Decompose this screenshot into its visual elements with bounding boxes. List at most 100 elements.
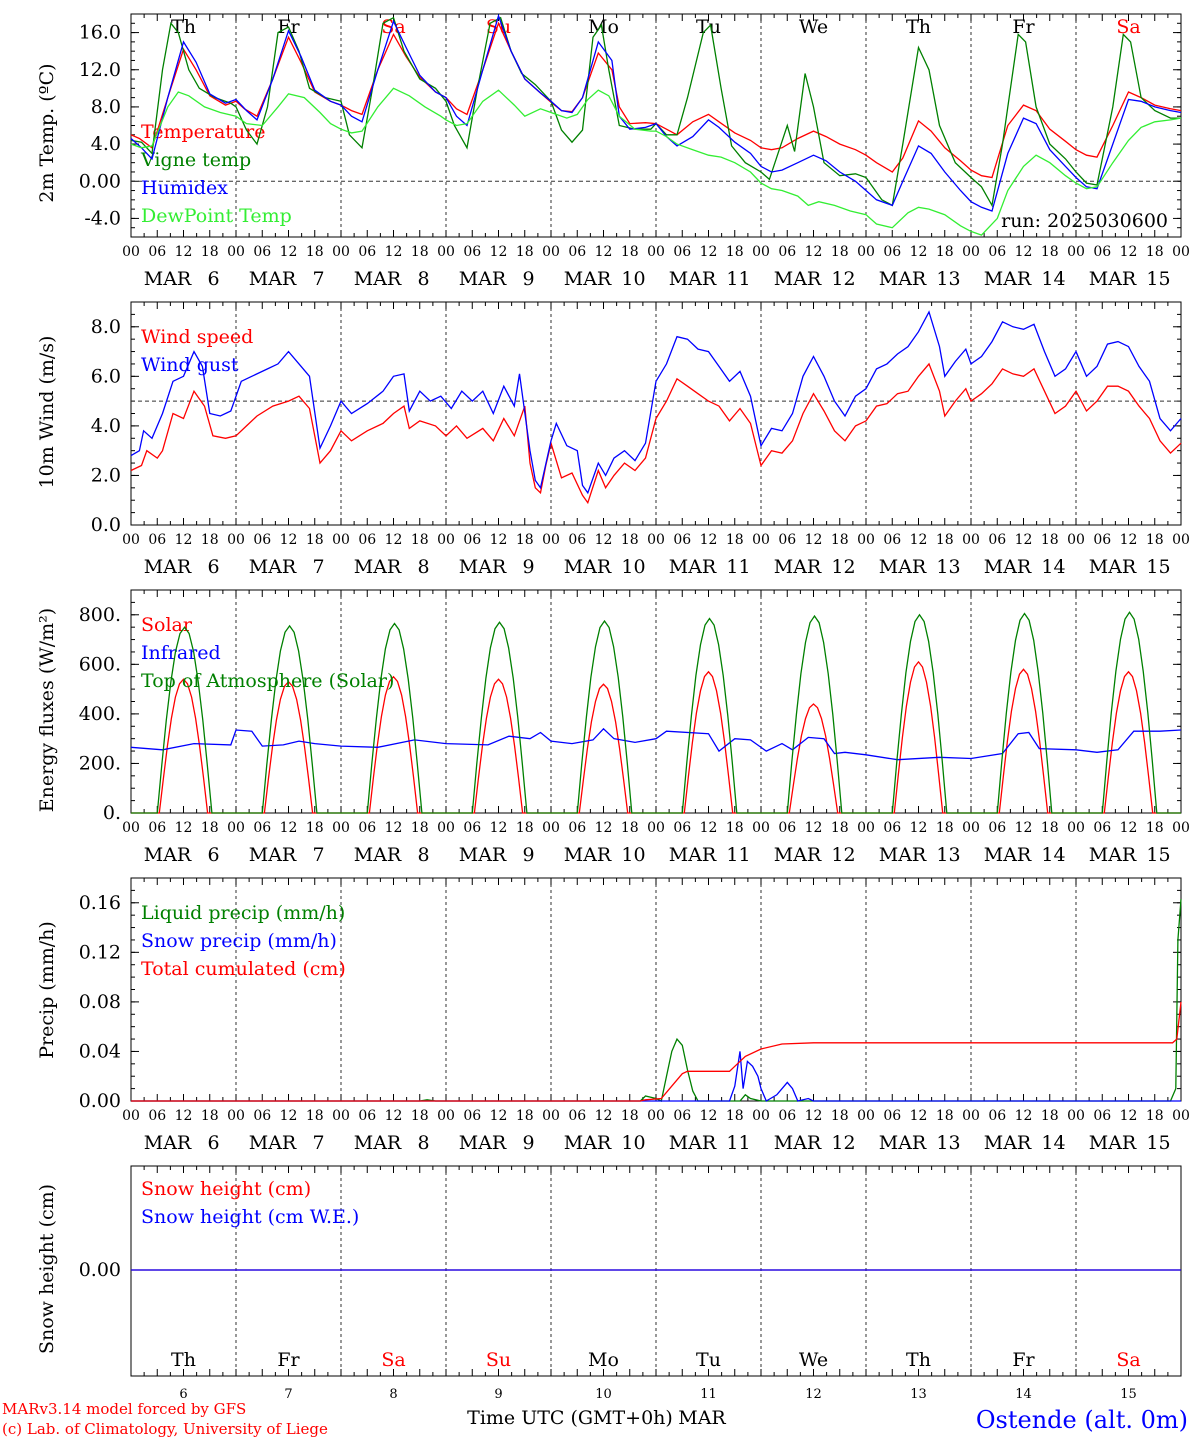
hour-label: 12	[1015, 244, 1033, 260]
hour-label: 12	[1120, 532, 1138, 548]
hour-label: 00	[1067, 1108, 1085, 1124]
hour-label: 00	[227, 820, 245, 836]
weekday-label: Fr	[1012, 1349, 1035, 1371]
y-tick-label: 0.	[103, 802, 121, 824]
hour-label: 12	[910, 1108, 928, 1124]
legend-entry: Snow height (cm)	[141, 1178, 311, 1200]
date-month-label: MAR	[879, 1132, 927, 1154]
hour-label: 12	[1120, 244, 1138, 260]
hour-label: 18	[201, 244, 219, 260]
hour-label: 06	[568, 244, 586, 260]
date-month-label: MAR	[144, 1132, 192, 1154]
weekday-label: Sa	[381, 1349, 405, 1371]
hour-label: 06	[778, 244, 796, 260]
hour-label: 18	[411, 820, 429, 836]
hour-label: 18	[1041, 532, 1059, 548]
hour-label: 18	[726, 1108, 744, 1124]
hour-label: 12	[280, 1108, 298, 1124]
date-day-label: 12	[831, 844, 855, 866]
date-month-label: MAR	[354, 844, 402, 866]
date-day-label: 15	[1146, 268, 1170, 290]
date-month-label: MAR	[564, 844, 612, 866]
hour-label: 06	[883, 244, 901, 260]
hour-label: 00	[647, 1108, 665, 1124]
hour-label: 06	[358, 244, 376, 260]
y-tick-label: 0.08	[79, 991, 121, 1013]
weekday-label: We	[799, 1349, 828, 1371]
hour-label: 00	[332, 1108, 350, 1124]
y-tick-label: 0.00	[79, 1259, 121, 1281]
y-tick-label: 0.12	[79, 941, 121, 963]
date-day-label: 14	[1041, 844, 1065, 866]
date-month-label: MAR	[564, 556, 612, 578]
hour-label: 00	[752, 1108, 770, 1124]
legend-entry: Liquid precip (mm/h)	[141, 902, 345, 924]
hour-label: 12	[1015, 820, 1033, 836]
hour-label: 18	[201, 820, 219, 836]
hour-label: 12	[490, 532, 508, 548]
date-day-label: 7	[312, 1132, 324, 1154]
date-day-label: 10	[621, 1132, 645, 1154]
date-month-label: MAR	[249, 556, 297, 578]
hour-label: 12	[280, 532, 298, 548]
y-axis-title: 10m Wind (m/s)	[36, 336, 58, 489]
date-day-label: 9	[522, 268, 534, 290]
hour-label: 06	[568, 820, 586, 836]
hour-label: 12	[280, 244, 298, 260]
hour-label: 18	[831, 1108, 849, 1124]
hour-label: 00	[647, 532, 665, 548]
date-day-label: 12	[831, 556, 855, 578]
weekday-label: Su	[486, 1349, 511, 1371]
hour-label: 18	[306, 1108, 324, 1124]
hour-label: 18	[306, 820, 324, 836]
date-month-label: MAR	[249, 1132, 297, 1154]
hour-label: 00	[332, 820, 350, 836]
date-day-label: 12	[831, 1132, 855, 1154]
hour-label: 00	[122, 820, 140, 836]
hour-label: 12	[805, 532, 823, 548]
hour-label: 12	[385, 1108, 403, 1124]
hour-label: 18	[1041, 1108, 1059, 1124]
hour-label: 06	[988, 820, 1006, 836]
legend-entry: Snow precip (mm/h)	[141, 930, 337, 952]
date-day-label: 7	[312, 268, 324, 290]
weekday-label: Sa	[1116, 1349, 1140, 1371]
y-axis-title: Snow height (cm)	[36, 1184, 58, 1354]
hour-label: 06	[1093, 244, 1111, 260]
hour-label: 00	[227, 244, 245, 260]
date-day-label: 11	[726, 268, 750, 290]
hour-label: 18	[516, 1108, 534, 1124]
legend-entry: Total cumulated (cm)	[141, 958, 346, 980]
date-month-label: MAR	[144, 556, 192, 578]
legend-entry: Solar	[141, 614, 193, 636]
x-day-number: 14	[1015, 1387, 1032, 1402]
date-day-label: 6	[207, 556, 219, 578]
hour-label: 06	[358, 1108, 376, 1124]
date-month-label: MAR	[459, 556, 507, 578]
hour-label: 00	[227, 1108, 245, 1124]
hour-label: 12	[595, 820, 613, 836]
date-day-label: 9	[522, 844, 534, 866]
legend-entry: Wind speed	[141, 326, 253, 348]
date-month-label: MAR	[249, 844, 297, 866]
y-tick-label: 8.0	[91, 96, 121, 118]
hour-label: 00	[437, 532, 455, 548]
hour-label: 18	[1146, 820, 1164, 836]
hour-label: 18	[306, 244, 324, 260]
hour-label: 18	[516, 244, 534, 260]
hour-label: 06	[253, 532, 271, 548]
y-tick-label: 16.0	[79, 22, 121, 44]
hour-label: 06	[988, 532, 1006, 548]
x-day-number: 12	[805, 1387, 822, 1402]
weekday-label: Sa	[1116, 16, 1140, 38]
date-month-label: MAR	[354, 268, 402, 290]
y-tick-label: 400.	[79, 703, 121, 725]
y-tick-label: -4.0	[84, 207, 121, 229]
hour-label: 06	[148, 820, 166, 836]
date-month-label: MAR	[1089, 268, 1137, 290]
y-tick-label: 800.	[79, 604, 121, 626]
hour-label: 06	[253, 244, 271, 260]
hour-label: 18	[306, 532, 324, 548]
hour-label: 12	[1015, 532, 1033, 548]
date-day-label: 7	[312, 556, 324, 578]
